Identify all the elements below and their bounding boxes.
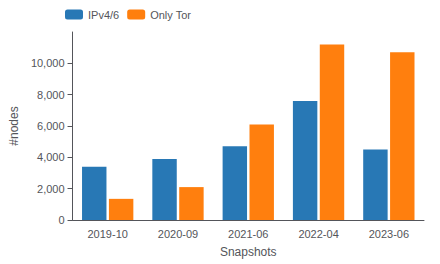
svg-text:Only Tor: Only Tor bbox=[150, 9, 191, 21]
svg-text:10,000: 10,000 bbox=[31, 57, 65, 69]
svg-text:IPv4/6: IPv4/6 bbox=[88, 9, 119, 21]
svg-text:2023-06: 2023-06 bbox=[369, 228, 409, 240]
svg-text:Snapshots: Snapshots bbox=[220, 245, 277, 259]
svg-text:0: 0 bbox=[58, 214, 64, 226]
svg-text:6,000: 6,000 bbox=[37, 120, 65, 132]
svg-text:2022-04: 2022-04 bbox=[298, 228, 338, 240]
svg-text:8,000: 8,000 bbox=[37, 89, 65, 101]
svg-text:2,000: 2,000 bbox=[37, 183, 65, 195]
svg-text:#nodes: #nodes bbox=[7, 106, 21, 145]
svg-text:2021-06: 2021-06 bbox=[228, 228, 268, 240]
svg-text:2020-09: 2020-09 bbox=[158, 228, 198, 240]
svg-text:4,000: 4,000 bbox=[37, 151, 65, 163]
svg-text:2019-10: 2019-10 bbox=[88, 228, 128, 240]
